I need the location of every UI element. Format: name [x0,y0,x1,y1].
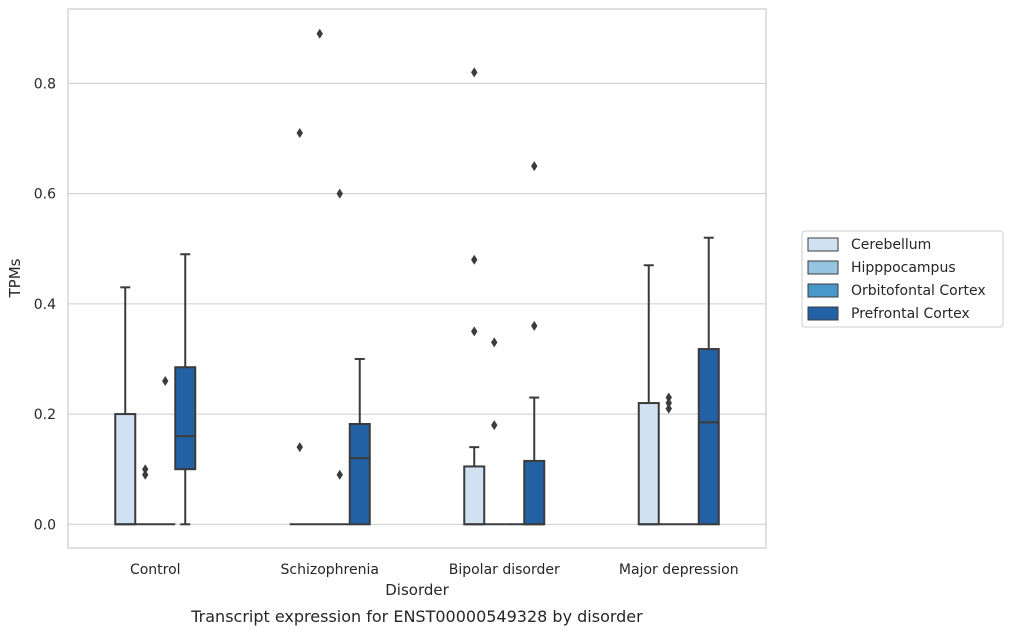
outlier-point [316,28,323,39]
outlier-point [471,326,478,337]
chart-title: Transcript expression for ENST0000054932… [190,607,643,626]
box-0-2 [463,67,486,526]
x-axis: Control Schizophrenia Bipolar disorder Majo… [130,562,739,578]
plot-frame [67,8,767,549]
legend-swatch [807,306,839,321]
box-1-0 [135,464,156,526]
outlier-point [296,128,303,139]
legend-label: Orbitofontal Cortex [851,283,986,299]
box-3-1 [348,357,371,526]
outlier-point [665,398,672,409]
outlier-point [296,442,303,453]
y-axis: 0.0 0.2 0.4 0.6 0.8 [34,76,56,533]
box-groups [114,28,720,526]
box-2-0 [155,376,176,526]
box-1-2 [484,337,505,526]
outlier-point [471,67,478,78]
gridlines [68,82,766,525]
x-axis-label: Disorder [385,581,449,599]
outlier-point [142,469,149,480]
legend-frame [801,230,1004,328]
y-tick-label: 0.8 [34,76,56,92]
legend-label: Hipppocampus [851,260,956,276]
box-body [697,348,720,526]
box-0-1 [289,128,310,526]
outlier-point [531,320,538,331]
outlier-point [336,469,343,480]
box-body [348,422,371,526]
box-0-0 [114,286,137,526]
y-tick-label: 0.0 [34,517,56,533]
x-tick-label: Major depression [619,562,739,578]
box-3-2 [523,161,546,526]
x-tick-label: Control [130,562,181,578]
box-1-3 [658,392,679,526]
x-tick-label: Schizophrenia [281,562,379,578]
box-3-0 [174,253,197,526]
box-body [463,465,486,526]
outlier-point [336,188,343,199]
box-body [174,366,197,471]
outlier-point [491,420,498,431]
y-tick-label: 0.2 [34,407,56,423]
box-0-3 [637,264,660,526]
legend-swatch [807,283,839,298]
outlier-point [665,403,672,414]
outlier-point [665,392,672,403]
legend: Cerebellum Hipppocampus Orbitofontal Corte… [801,230,1004,328]
outlier-point [162,376,169,387]
legend-label: Prefrontal Cortex [851,306,970,322]
y-tick-label: 0.4 [34,297,56,313]
outlier-point [471,254,478,265]
box-2-1 [329,188,350,526]
x-tick-label: Bipolar disorder [449,562,560,578]
y-axis-label: TPMs [6,258,24,298]
outlier-point [491,337,498,348]
legend-label: Cerebellum [851,237,931,253]
outlier-point [531,161,538,172]
box-1-1 [309,28,330,526]
box-3-3 [697,236,720,526]
legend-swatch [807,237,839,252]
box-body [523,459,546,526]
box-body [637,402,660,526]
legend-swatch [807,260,839,275]
outlier-point [142,464,149,475]
y-tick-label: 0.6 [34,187,56,203]
box-body [114,413,137,526]
